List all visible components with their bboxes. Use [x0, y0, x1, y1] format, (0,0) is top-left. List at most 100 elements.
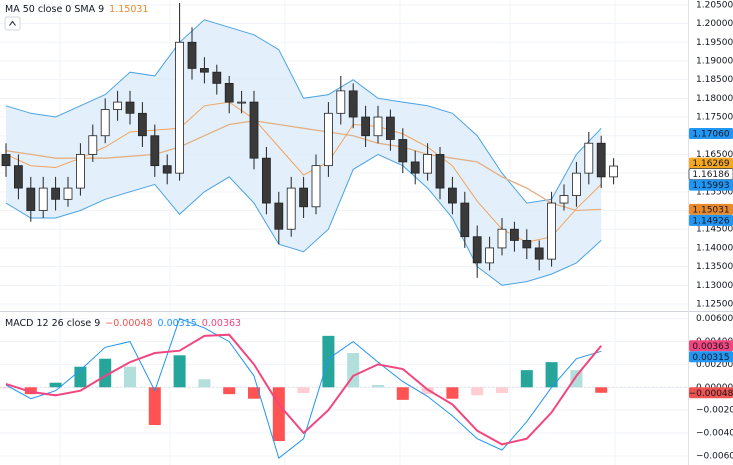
price-badge: [689, 351, 733, 363]
collapse-icon[interactable]: [9, 20, 16, 26]
candle-body: [509, 228, 519, 241]
price-badge-label: 0.00315: [692, 353, 729, 363]
candle-body: [51, 187, 60, 200]
candle-body: [423, 154, 433, 174]
macd-histogram-bar: [595, 387, 608, 393]
candle-body: [609, 165, 618, 178]
y-tick-label: 1.19500: [696, 38, 733, 48]
price-badge: [689, 157, 733, 169]
candle-body: [237, 101, 247, 104]
price-badge-label: 1.17060: [692, 129, 729, 139]
candle-body: [398, 139, 408, 163]
y-tick-label: 1.14500: [696, 225, 733, 235]
macd-histogram-bar: [198, 379, 211, 388]
price-badge: [689, 127, 733, 139]
macd-histogram-bar: [0, 387, 12, 389]
macd-histogram-bar: [520, 370, 533, 388]
y-tick-label: 1.15500: [696, 187, 733, 197]
candle-body: [261, 157, 271, 204]
candle-body: [361, 116, 371, 137]
price-badge-label: 1.16186: [692, 170, 729, 180]
y-tick-label: 1.12500: [696, 300, 733, 310]
candle-body: [299, 187, 309, 208]
macd-histogram-bar: [49, 382, 62, 388]
macd-legend-macd: 0.00315: [158, 318, 197, 329]
macd-legend: MACD 12 26 close 9 −0.00048 0.00315 0.00363: [5, 318, 241, 329]
candle-body: [274, 202, 284, 230]
y-tick-label: 1.14000: [696, 243, 733, 253]
candle-body: [534, 247, 544, 260]
y-tick-label: 1.19000: [696, 56, 733, 66]
macd-histogram-bar: [74, 366, 87, 388]
candle-body: [38, 187, 48, 211]
signal-line: [5, 333, 602, 446]
collapse-button-box[interactable]: [4, 16, 21, 31]
price-badge-label: −0.00048: [689, 389, 733, 399]
candle-body: [348, 90, 358, 118]
candle-body: [472, 236, 482, 264]
candle-body: [547, 202, 556, 260]
price-badge-label: 0.00363: [692, 342, 729, 352]
collapse-button[interactable]: [4, 16, 21, 31]
candle-body: [286, 187, 296, 230]
ma-legend: MA 50 close 0 SMA 9 1.15031: [5, 4, 148, 15]
macd-histogram-bar: [272, 387, 285, 441]
macd-histogram-bar: [223, 387, 236, 395]
candle-body: [485, 247, 495, 264]
candle-body: [212, 71, 222, 84]
price-badge: [689, 214, 733, 226]
y-tick-label: 1.18500: [696, 75, 733, 85]
bollinger-band-fill: [6, 19, 602, 286]
price-badge-label: 1.16269: [692, 159, 729, 169]
candle-body: [584, 142, 594, 174]
macd-histogram-bar: [24, 387, 37, 395]
macd-histogram-bar: [446, 387, 459, 399]
price-badge: [689, 203, 733, 215]
macd-legend-hist: −0.00048: [105, 318, 152, 329]
macd-histogram-bar: [322, 335, 335, 388]
y-tick-label: −0.00200: [696, 406, 733, 416]
y-tick-label: 1.13500: [696, 262, 733, 272]
ma-legend-value: 1.15031: [109, 4, 148, 15]
price-badge: [689, 387, 733, 399]
candle-body: [199, 68, 209, 73]
macd-histogram-bar: [471, 387, 484, 396]
candle-body: [76, 154, 85, 189]
y-tick-label: 0.00600: [696, 314, 733, 324]
macd-histogram-bar: [148, 387, 161, 425]
y-tick-label: 1.20000: [696, 19, 733, 29]
price-pane: [1, 2, 618, 286]
macd-histogram-bar: [396, 387, 409, 400]
price-badge-label: 1.15993: [692, 181, 729, 191]
candle-body: [100, 109, 110, 137]
candle-body: [1, 154, 11, 167]
macd-histogram-bar: [372, 385, 384, 388]
macd-histogram-bar: [545, 362, 558, 388]
y-tick-label: 1.18000: [696, 94, 733, 104]
candle-body: [26, 187, 36, 211]
candle-body: [497, 228, 507, 249]
y-tick-label: 1.13000: [696, 281, 733, 291]
ma-legend-label: MA 50 close 0 SMA 9: [5, 4, 104, 15]
price-badge-label: 1.14926: [692, 216, 729, 226]
price-badge: [689, 179, 733, 191]
candle-body: [447, 187, 457, 204]
price-axis: 1.12500 1.13000 1.13500 1.14000 1.14500 1.150…: [689, 0, 733, 461]
y-tick-label: −0.00400: [696, 429, 733, 439]
macd-histogram-bar: [496, 387, 508, 393]
candle-body: [224, 82, 234, 103]
candle-body: [460, 202, 470, 238]
candle-body: [311, 165, 321, 208]
macd-histogram-bar: [570, 370, 583, 388]
candle-body: [162, 165, 172, 174]
y-tick-label: −0.00600: [696, 451, 733, 461]
macd-histogram-bar: [124, 366, 136, 388]
candle-body: [150, 135, 160, 167]
candle-body: [572, 172, 581, 196]
macd-legend-label: MACD 12 26 close 9: [5, 318, 100, 329]
price-badge: [689, 340, 733, 352]
candle-body: [175, 41, 185, 174]
price-badge-label: 1.15031: [692, 205, 729, 215]
y-tick-label: 0.00200: [696, 360, 733, 370]
